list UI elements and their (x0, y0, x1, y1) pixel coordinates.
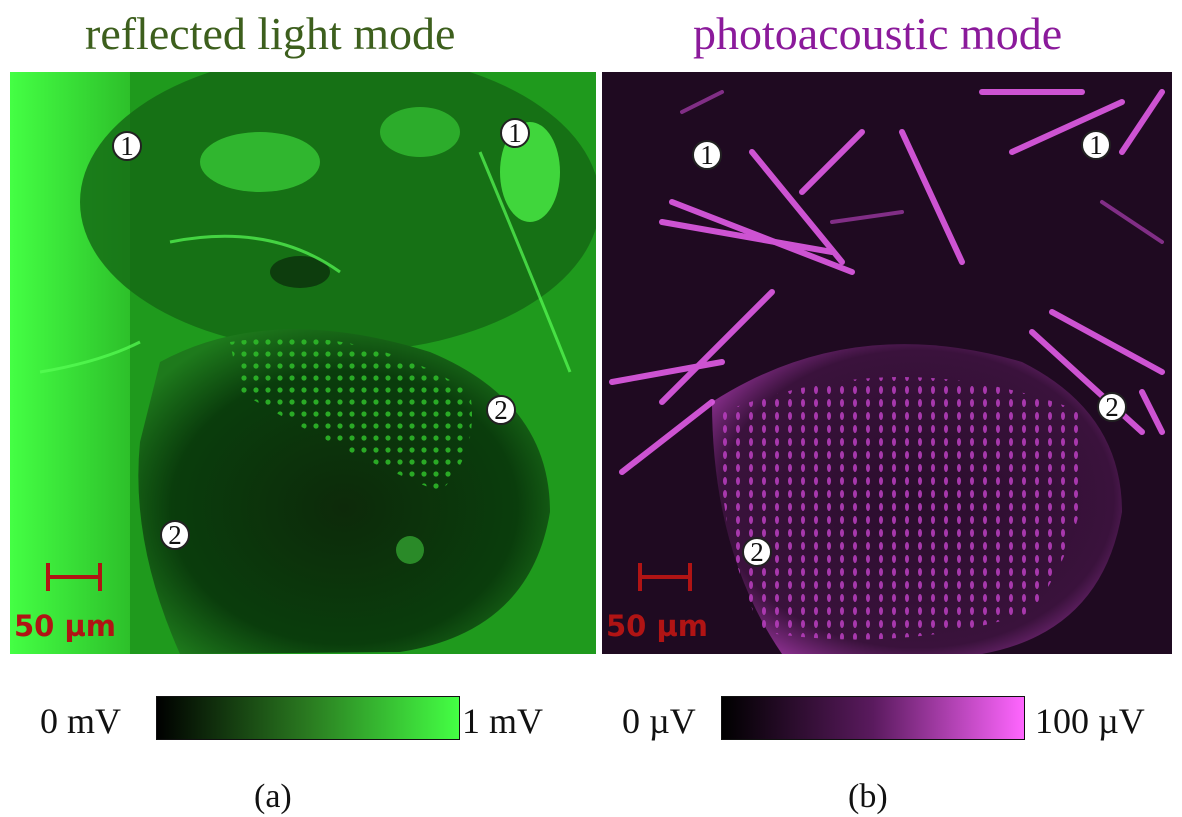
reflected-light-image (10, 72, 596, 654)
reflected-light-render (10, 72, 596, 654)
colorbar-b-max-label: 100 µV (1035, 701, 1145, 741)
colorbar-a-min-label: 0 mV (40, 701, 121, 741)
marker-b-1-right: 1 (1081, 130, 1111, 160)
colorbar-a (156, 696, 460, 740)
photoacoustic-image (602, 72, 1172, 654)
marker-b-2-right: 2 (1097, 392, 1127, 422)
panel-a-title: reflected light mode (85, 8, 456, 59)
marker-a-1-right: 1 (500, 118, 530, 148)
scale-bar-label-a: 50 µm (14, 609, 117, 643)
caption-a: (a) (254, 778, 292, 815)
marker-b-2-left: 2 (742, 537, 772, 567)
scale-bar-label-b: 50 µm (606, 609, 709, 643)
caption-b: (b) (848, 778, 888, 815)
colorbar-b-min-label: 0 µV (622, 701, 696, 741)
photoacoustic-render (602, 72, 1172, 654)
marker-a-2-right: 2 (486, 395, 516, 425)
marker-a-2-left: 2 (160, 520, 190, 550)
marker-a-1-left: 1 (112, 131, 142, 161)
marker-b-1-left: 1 (692, 140, 722, 170)
panel-b-title: photoacoustic mode (693, 8, 1063, 59)
colorbar-a-max-label: 1 mV (462, 701, 543, 741)
colorbar-b (721, 696, 1025, 740)
